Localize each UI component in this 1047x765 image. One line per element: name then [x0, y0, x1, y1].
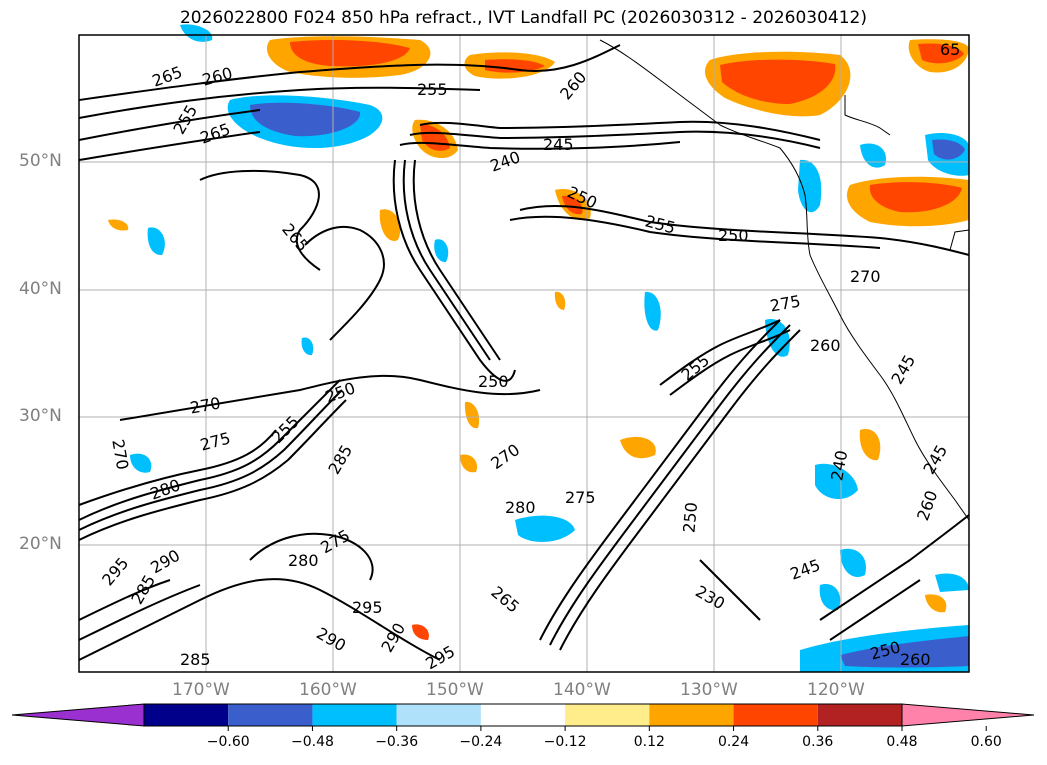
colorbar-tick-label: −0.12	[543, 734, 587, 750]
colorbar-tick-label: 0.12	[633, 734, 665, 750]
lat-label: 40°N	[19, 279, 62, 299]
colorbar-tick-label: −0.36	[375, 734, 419, 750]
lon-label: 160°W	[299, 680, 357, 700]
colorbar-tick-label: −0.24	[459, 734, 503, 750]
lat-label: 30°N	[19, 406, 62, 426]
contour-label: 260	[810, 336, 841, 355]
colorbar-segment	[480, 704, 566, 726]
colorbar-tick-label: −0.48	[290, 734, 334, 750]
colorbar-segment	[649, 704, 734, 726]
contour-label: 245	[543, 135, 574, 154]
contour-label: 295	[352, 598, 383, 617]
colorbar-segment	[733, 704, 818, 726]
colorbar-segment	[817, 704, 902, 726]
map-background	[79, 35, 969, 672]
lon-label: 120°W	[807, 680, 865, 700]
colorbar-tick-label: −0.60	[206, 734, 250, 750]
colorbar-segment	[565, 704, 650, 726]
gridlines	[79, 35, 969, 672]
lat-label: 50°N	[19, 151, 62, 171]
lat-label: 20°N	[19, 534, 62, 554]
lon-label: 140°W	[553, 680, 611, 700]
contour-label: 65	[940, 40, 961, 59]
contour-lines	[78, 44, 970, 661]
lon-label: 150°W	[426, 680, 484, 700]
contour-label: 270	[850, 267, 881, 286]
colorbar-segment	[312, 704, 397, 726]
map-frame	[78, 34, 970, 673]
contour-label: 250	[478, 372, 509, 391]
colorbar-tick-label: 0.48	[886, 734, 918, 750]
contour-label: 255	[417, 80, 448, 99]
contour-label: 280	[505, 498, 536, 517]
map-title: 2026022800 F024 850 hPa refract., IVT La…	[179, 8, 867, 28]
contour-label: 260	[900, 650, 931, 669]
contour-label: 285	[180, 650, 211, 669]
colorbar-tick-label: 0.36	[802, 734, 834, 750]
colorbar-extend-high	[901, 703, 1035, 727]
colorbar-extend-low	[11, 703, 145, 727]
colorbar-segment	[396, 704, 481, 726]
colorbar-segment	[144, 704, 229, 726]
colorbar-tick-label: 0.60	[970, 734, 1002, 750]
colorbar-segment	[228, 704, 313, 726]
colorbar-frame	[143, 703, 903, 727]
colorbar-tick-label: 0.24	[717, 734, 750, 750]
contour-label: 275	[565, 488, 596, 507]
contour-label: 250	[718, 226, 749, 245]
contour-label: 280	[288, 551, 319, 570]
lon-label: 170°W	[172, 680, 230, 700]
lon-label: 130°W	[680, 680, 738, 700]
